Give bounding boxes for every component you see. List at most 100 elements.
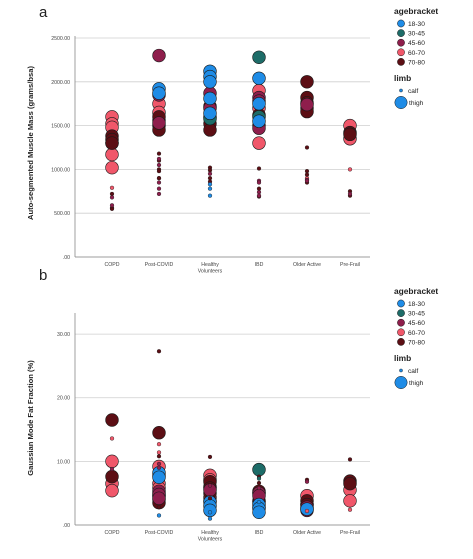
- legend-label-thigh: thigh: [409, 380, 424, 387]
- data-point-calf: [156, 176, 162, 181]
- panel-letter-b: b: [39, 267, 47, 284]
- data-point-calf: [256, 499, 262, 505]
- y-tick-label: .00: [63, 523, 70, 529]
- data-point-calf: [256, 485, 262, 491]
- data-point-calf: [304, 508, 310, 514]
- data-point-calf: [347, 191, 353, 197]
- data-point-calf: [109, 203, 115, 208]
- data-point-calf: [207, 483, 213, 488]
- legend-label-calf: calf: [408, 368, 418, 375]
- legend-label: 45-60: [408, 40, 425, 47]
- legend-swatch: [397, 29, 405, 37]
- data-point-calf: [256, 480, 262, 486]
- x-tick-label: Volunteers: [198, 269, 223, 275]
- legend-swatch: [397, 48, 405, 57]
- data-point-calf: [109, 191, 115, 197]
- x-tick-label: Healthy: [201, 530, 219, 536]
- y-tick-label: 2500.00: [51, 36, 70, 42]
- x-tick-label: COPD: [105, 530, 120, 536]
- data-point-thigh: [105, 469, 119, 484]
- data-point-calf: [304, 479, 310, 484]
- data-point-thigh: [105, 454, 119, 469]
- y-axis-label-a: Auto-segmented Muscle Mass (grams/bsa): [26, 66, 35, 220]
- data-point-calf: [256, 166, 262, 171]
- data-point-calf: [256, 180, 262, 185]
- y-tick-label: 10.00: [57, 459, 70, 465]
- data-point-calf: [207, 454, 213, 460]
- legend-b: agebracket 18-30 30-45 45-60 60-70 70-80 limb c…: [394, 286, 438, 389]
- data-point-thigh: [252, 96, 266, 111]
- data-point-calf: [207, 186, 213, 191]
- legend-label: 70-80: [408, 59, 425, 66]
- legend-label: 18-30: [408, 301, 425, 308]
- data-point-calf: [156, 162, 162, 168]
- data-point-calf: [256, 190, 262, 195]
- x-tick-label: IBD: [255, 530, 264, 536]
- data-point-calf: [207, 176, 213, 181]
- legend-title-agebracket: agebracket: [394, 286, 438, 296]
- data-point-thigh: [152, 86, 166, 100]
- data-point-calf: [207, 193, 213, 198]
- data-point-calf: [109, 185, 115, 190]
- data-point-thigh: [152, 470, 166, 484]
- legend-swatch: [397, 38, 405, 47]
- y-tick-label: 1000.00: [51, 167, 70, 173]
- x-tick-label: Pre-Frail: [340, 262, 360, 268]
- y-tick-label: .00: [63, 255, 70, 261]
- legend-swatch-calf: [399, 88, 403, 93]
- data-point-thigh: [152, 116, 166, 130]
- x-tick-label: Older Active: [293, 262, 321, 268]
- legend-swatch: [397, 58, 405, 66]
- legend-label: 60-70: [408, 50, 425, 57]
- data-point-calf: [207, 516, 213, 521]
- legend-swatch-thigh: [394, 96, 408, 109]
- legend-title-agebracket: agebracket: [394, 6, 438, 16]
- data-point-calf: [256, 193, 262, 198]
- data-point-calf: [109, 206, 115, 211]
- data-point-calf: [304, 178, 310, 183]
- data-point-thigh: [203, 91, 217, 106]
- data-point-thigh: [343, 494, 357, 508]
- data-point-calf: [207, 510, 213, 515]
- data-point-calf: [156, 180, 162, 185]
- data-point-thigh: [105, 136, 119, 150]
- data-point-thigh: [203, 106, 217, 121]
- data-point-calf: [156, 186, 162, 191]
- y-tick-label: 2000.00: [51, 80, 70, 86]
- data-point-calf: [156, 442, 162, 447]
- data-point-calf: [304, 172, 310, 177]
- legend-label-calf: calf: [408, 88, 418, 95]
- data-point-thigh: [252, 505, 266, 519]
- legend-swatch: [397, 299, 405, 308]
- data-point-calf: [156, 450, 162, 455]
- data-point-thigh: [152, 491, 166, 505]
- data-point-calf: [109, 436, 115, 441]
- fat-fraction-chart: Gaussian Mode Fat Fraction (%) .00 10.00 2…: [26, 313, 370, 543]
- data-point-calf: [207, 171, 213, 176]
- data-point-calf: [156, 461, 162, 467]
- data-point-calf: [109, 466, 115, 472]
- data-point-thigh: [203, 75, 217, 89]
- data-point-calf: [156, 151, 162, 156]
- data-point-calf: [256, 186, 262, 191]
- data-point-calf: [347, 507, 353, 512]
- legend-label: 60-70: [408, 330, 425, 337]
- panel-letter-a: a: [39, 4, 48, 21]
- legend-title-limb: limb: [394, 73, 411, 83]
- data-point-calf: [156, 454, 162, 459]
- legend-label: 30-45: [408, 31, 425, 38]
- data-point-calf: [156, 191, 162, 197]
- y-tick-label: 1500.00: [51, 124, 70, 130]
- legend-a: agebracket 18-30 30-45 45-60 60-70 70-80 limb c…: [394, 6, 438, 109]
- data-point-thigh: [105, 147, 119, 162]
- data-point-thigh: [343, 127, 357, 142]
- legend-label: 30-45: [408, 311, 425, 318]
- data-point-calf: [304, 169, 310, 174]
- data-point-thigh: [152, 426, 166, 440]
- data-point-thigh: [105, 413, 119, 427]
- x-tick-label: Post-COVID: [145, 262, 174, 268]
- data-point-calf: [347, 167, 353, 172]
- data-point-calf: [304, 145, 310, 150]
- data-point-calf: [156, 505, 162, 510]
